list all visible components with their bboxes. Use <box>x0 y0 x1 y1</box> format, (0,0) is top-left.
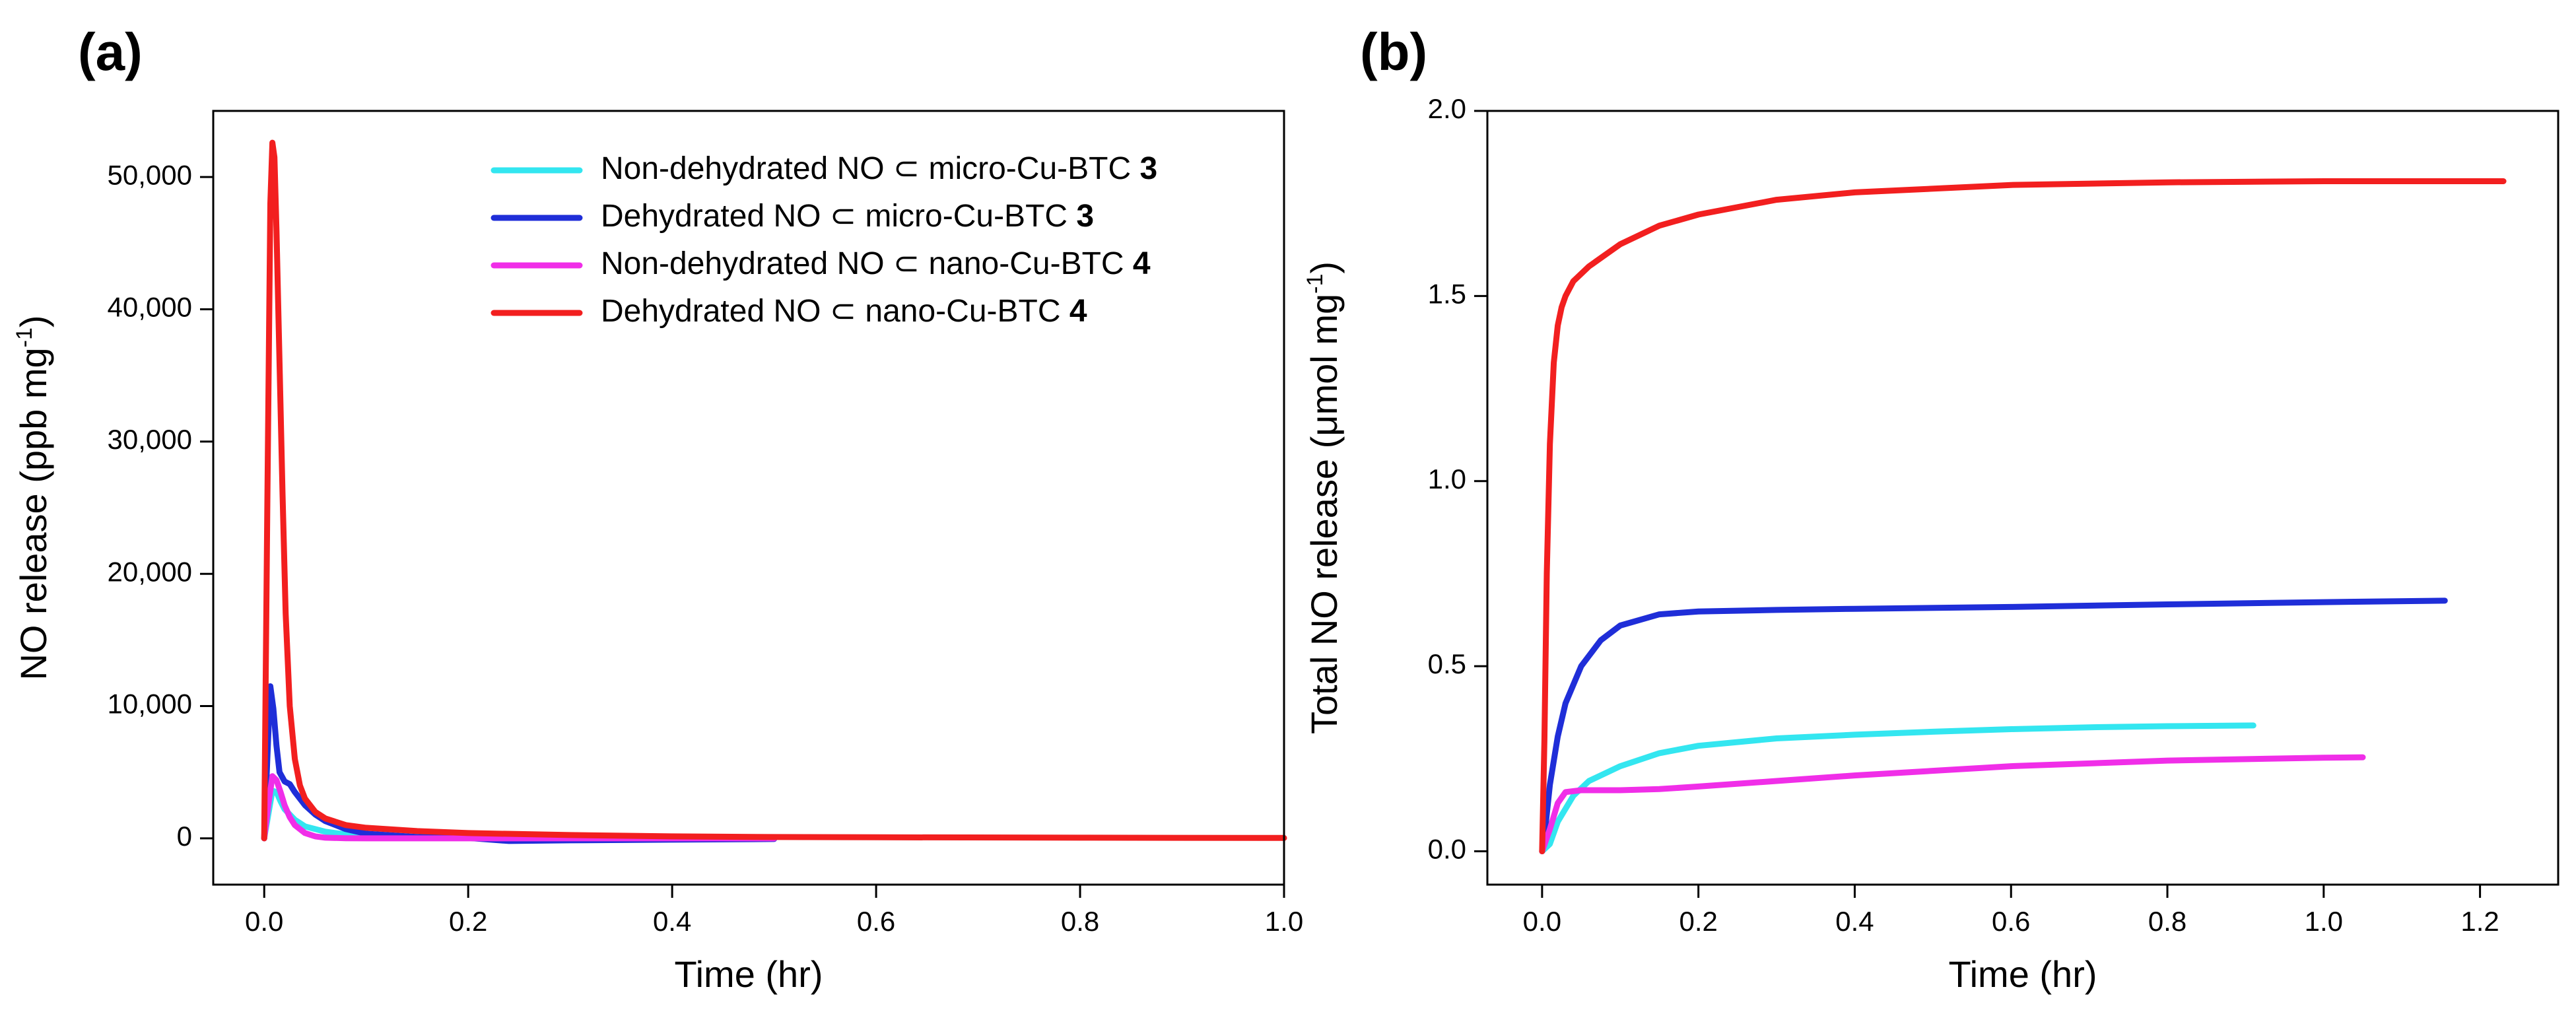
y-tick-label: 20,000 <box>108 556 192 587</box>
x-tick-label: 1.2 <box>2460 906 2499 937</box>
plot-frame <box>1486 110 2559 886</box>
y-tick-label: 2.0 <box>1428 93 1466 124</box>
x-axis-title: Time (hr) <box>674 953 823 995</box>
x-tick-label: 0.8 <box>1061 906 1099 937</box>
legend-subset-symbol: ⊂ <box>821 199 857 234</box>
legend-subset-symbol: ⊂ <box>821 294 857 329</box>
plot-frame <box>212 110 1285 886</box>
panel-label: (b) <box>1360 22 1427 81</box>
series-line-3 <box>261 773 778 842</box>
legend-label-number: 4 <box>1133 246 1151 281</box>
legend-label-main: Dehydrated NO <box>601 199 821 234</box>
y-axis-title-text: NO release (ppb mg <box>13 347 54 680</box>
y-tick-label: 30,000 <box>108 424 192 455</box>
y-tick-label: 0.0 <box>1428 834 1466 865</box>
y-axis-title-superscript: -1 <box>1303 274 1328 294</box>
legend-label-number: 4 <box>1069 294 1087 329</box>
y-tick-label: 1.0 <box>1428 463 1466 494</box>
y-axis-title: Total NO release (μmol mg-1) <box>1303 261 1345 734</box>
legend-subset-symbol: ⊂ <box>885 246 920 281</box>
legend-label-2: Dehydrated NO ⊂ micro-Cu-BTC 3 <box>601 199 1094 234</box>
legend-label-3: Non-dehydrated NO ⊂ nano-Cu-BTC 4 <box>601 246 1151 281</box>
legend-label-main: Non-dehydrated NO <box>601 246 885 281</box>
y-axis-title-unit: mol mg <box>1303 294 1345 415</box>
x-tick-label: 0.2 <box>1679 906 1717 937</box>
series-line-1 <box>1539 722 2256 854</box>
panel-label: (a) <box>78 22 143 81</box>
x-tick-label: 1.0 <box>1265 906 1303 937</box>
legend-label-material: micro-Cu-BTC <box>856 199 1076 234</box>
x-tick-label: 0.8 <box>2148 906 2186 937</box>
y-axis-title: NO release (ppb mg-1) <box>12 315 54 680</box>
x-tick-label: 0.0 <box>1523 906 1561 937</box>
y-tick-label: 50,000 <box>108 159 192 190</box>
legend-label-material: micro-Cu-BTC <box>920 151 1139 186</box>
y-tick-label: 1.5 <box>1428 278 1466 309</box>
legend: Non-dehydrated NO ⊂ micro-Cu-BTC 3Dehydr… <box>491 151 1157 329</box>
y-tick-label: 0.5 <box>1428 648 1466 679</box>
legend-label-main: Non-dehydrated NO <box>601 151 885 186</box>
legend-label-1: Non-dehydrated NO ⊂ micro-Cu-BTC 3 <box>601 151 1157 186</box>
series-line-2 <box>1539 597 2448 854</box>
legend-label-material: nano-Cu-BTC <box>920 246 1133 281</box>
legend-label-number: 3 <box>1139 151 1157 186</box>
x-tick-label: 0.4 <box>653 906 691 937</box>
legend-subset-symbol: ⊂ <box>885 151 920 186</box>
y-tick-label: 40,000 <box>108 292 192 323</box>
x-tick-label: 0.6 <box>857 906 895 937</box>
y-tick-label: 10,000 <box>108 689 192 720</box>
y-axis-title-end: ) <box>13 315 54 327</box>
y-axis-title-text: Total NO release ( <box>1303 436 1345 734</box>
legend-label-4: Dehydrated NO ⊂ nano-Cu-BTC 4 <box>601 294 1087 329</box>
y-tick-label: 0 <box>177 821 192 852</box>
panel-b-chart: (b) 0.0 0.2 0.4 0.6 0.8 1.0 1.2 0.0 0.5 1.0 1.5 2.0 T… <box>1303 22 2559 995</box>
x-tick-label: 1.0 <box>2305 906 2343 937</box>
y-axis-title-mu: μ <box>1303 415 1345 436</box>
x-tick-label: 0.2 <box>449 906 487 937</box>
y-axis-title-superscript: -1 <box>12 327 37 347</box>
legend-label-number: 3 <box>1076 199 1094 234</box>
legend-label-material: nano-Cu-BTC <box>856 294 1069 329</box>
x-tick-label: 0.4 <box>1835 906 1874 937</box>
x-axis-title: Time (hr) <box>1948 953 2097 995</box>
x-tick-label: 0.6 <box>1992 906 2030 937</box>
series-line-4 <box>261 139 1287 842</box>
x-tick-label: 0.0 <box>245 906 283 937</box>
panel-a-chart: (a) 0.0 0.2 0.4 0.6 0.8 1.0 0 10,000 20,000 30,000… <box>12 22 1303 995</box>
series-line-3 <box>1539 754 2366 854</box>
series-line-4 <box>1539 178 2507 854</box>
legend-label-main: Dehydrated NO <box>601 294 821 329</box>
y-axis-title-end: ) <box>1303 261 1345 274</box>
